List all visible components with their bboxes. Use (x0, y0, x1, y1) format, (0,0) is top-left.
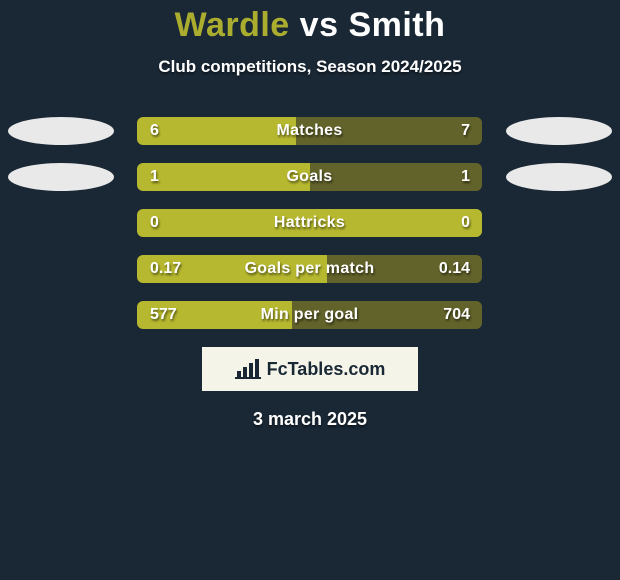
page-title: Wardle vs Smith (0, 0, 620, 45)
title-player1: Wardle (175, 6, 290, 44)
player1-marker (8, 117, 114, 145)
stat-row: 6 Matches 7 (0, 117, 620, 145)
player2-marker (506, 117, 612, 145)
stat-value-right: 0 (461, 209, 470, 237)
logo-text: FcTables.com (267, 359, 386, 380)
player2-marker (506, 163, 612, 191)
stat-value-right: 7 (461, 117, 470, 145)
stat-value-right: 0.14 (439, 255, 470, 283)
title-player2: Smith (348, 6, 445, 44)
stat-row: 0.17 Goals per match 0.14 (0, 255, 620, 283)
stat-row: 1 Goals 1 (0, 163, 620, 191)
subtitle: Club competitions, Season 2024/2025 (0, 57, 620, 77)
title-vs: vs (300, 6, 339, 44)
stat-value-right: 1 (461, 163, 470, 191)
player1-marker (8, 163, 114, 191)
stat-label: Goals (137, 163, 482, 191)
stat-label: Matches (137, 117, 482, 145)
stat-rows: 6 Matches 7 1 Goals 1 0 Hattricks 0 0.17… (0, 117, 620, 329)
date-text: 3 march 2025 (0, 409, 620, 430)
stat-label: Hattricks (137, 209, 482, 237)
stat-label: Goals per match (137, 255, 482, 283)
bar-chart-icon (235, 359, 261, 379)
stat-row: 577 Min per goal 704 (0, 301, 620, 329)
stat-value-right: 704 (443, 301, 470, 329)
stat-label: Min per goal (137, 301, 482, 329)
source-logo: FcTables.com (202, 347, 418, 391)
stat-row: 0 Hattricks 0 (0, 209, 620, 237)
